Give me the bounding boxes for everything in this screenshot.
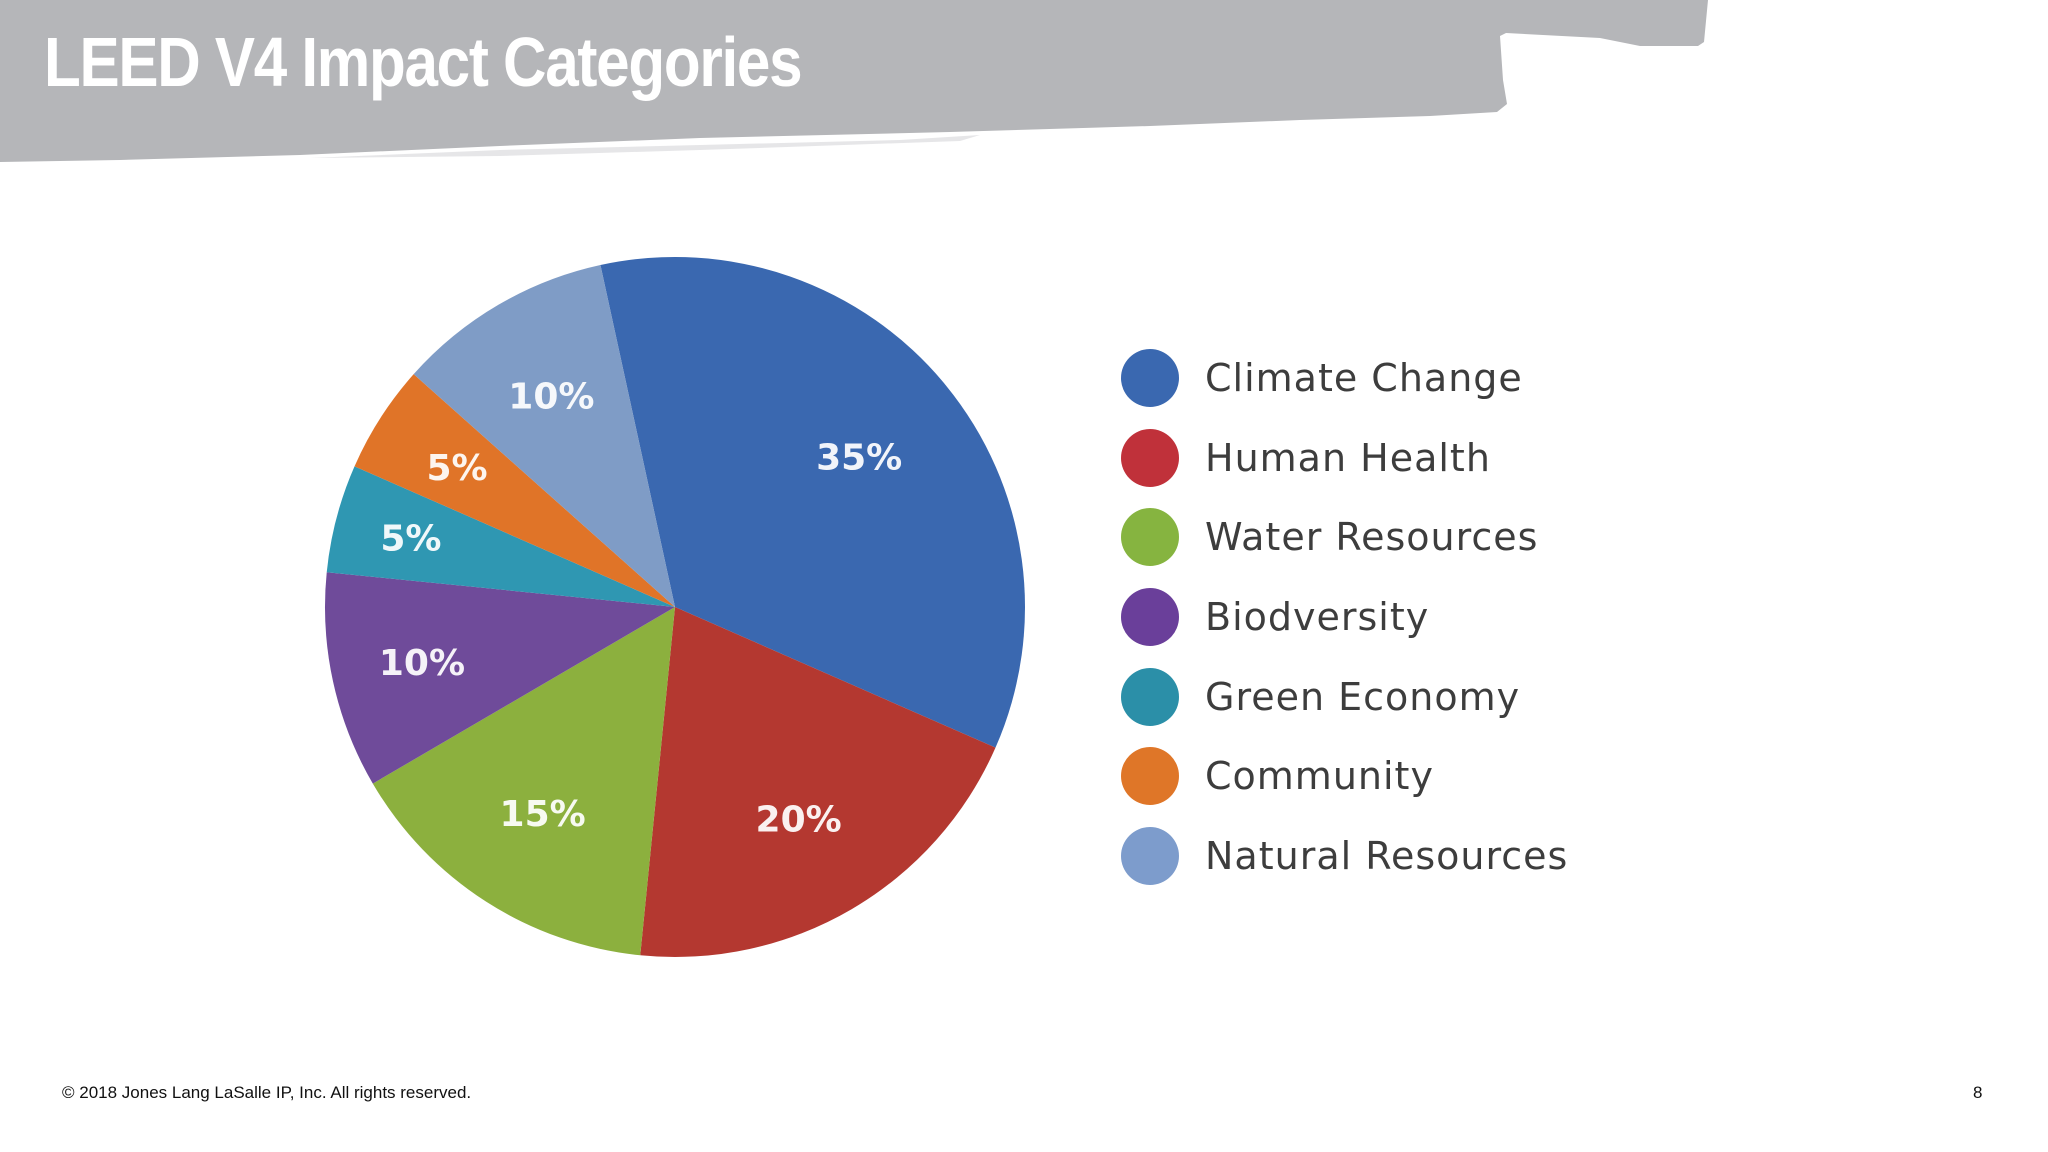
pie-slice-label: 5% bbox=[426, 448, 487, 489]
banner-brush-streak bbox=[310, 135, 980, 158]
legend-label: Climate Change bbox=[1205, 355, 1523, 400]
pie-slice-biodversity bbox=[325, 572, 675, 784]
legend-item: Natural Resources bbox=[1121, 816, 1568, 896]
legend-item: Biodversity bbox=[1121, 577, 1568, 657]
pie-slice-label: 15% bbox=[500, 794, 586, 835]
legend-label: Community bbox=[1205, 754, 1434, 799]
banner-shape bbox=[0, 0, 1708, 162]
pie-slice-label: 10% bbox=[508, 376, 594, 417]
pie-slice-water-resources bbox=[372, 607, 675, 956]
pie-slice-natural-resources bbox=[413, 265, 675, 607]
legend-label: Water Resources bbox=[1205, 515, 1539, 560]
legend-label: Green Economy bbox=[1205, 674, 1521, 719]
page-number: 8 bbox=[1973, 1083, 1983, 1102]
legend-swatch-icon bbox=[1121, 508, 1179, 567]
legend-swatch-icon bbox=[1121, 587, 1179, 646]
legend-swatch-icon bbox=[1121, 428, 1179, 487]
legend-label: Biodversity bbox=[1205, 594, 1430, 639]
legend-swatch-icon bbox=[1121, 826, 1179, 885]
legend-item: Community bbox=[1121, 736, 1568, 816]
pie-slice-human-health bbox=[640, 607, 996, 958]
slide-title: LEED V4 Impact Categories bbox=[44, 23, 803, 101]
pie-slice-community bbox=[354, 374, 675, 607]
footer-copyright: © 2018 Jones Lang LaSalle IP, Inc. All r… bbox=[62, 1083, 472, 1102]
legend-label: Natural Resources bbox=[1205, 833, 1569, 878]
pie-slice-label: 35% bbox=[816, 437, 902, 478]
legend-item: Water Resources bbox=[1121, 497, 1568, 577]
legend-item: Green Economy bbox=[1121, 657, 1568, 737]
legend-item: Climate Change bbox=[1121, 338, 1568, 418]
pie-slice-climate-change bbox=[600, 257, 1025, 748]
legend-label: Human Health bbox=[1205, 435, 1491, 480]
title-banner bbox=[0, 0, 1708, 162]
pie-slice-label: 10% bbox=[379, 643, 465, 684]
pie-slice-green-economy bbox=[326, 466, 675, 607]
legend-swatch-icon bbox=[1121, 747, 1179, 806]
legend-item: Human Health bbox=[1121, 418, 1568, 498]
legend-swatch-icon bbox=[1121, 667, 1179, 726]
chart-legend: Climate Change Human Health Water Resource… bbox=[1121, 338, 1568, 896]
pie-slice-label: 5% bbox=[380, 519, 441, 560]
pie-slice-label: 20% bbox=[756, 800, 842, 841]
legend-swatch-icon bbox=[1121, 348, 1179, 407]
